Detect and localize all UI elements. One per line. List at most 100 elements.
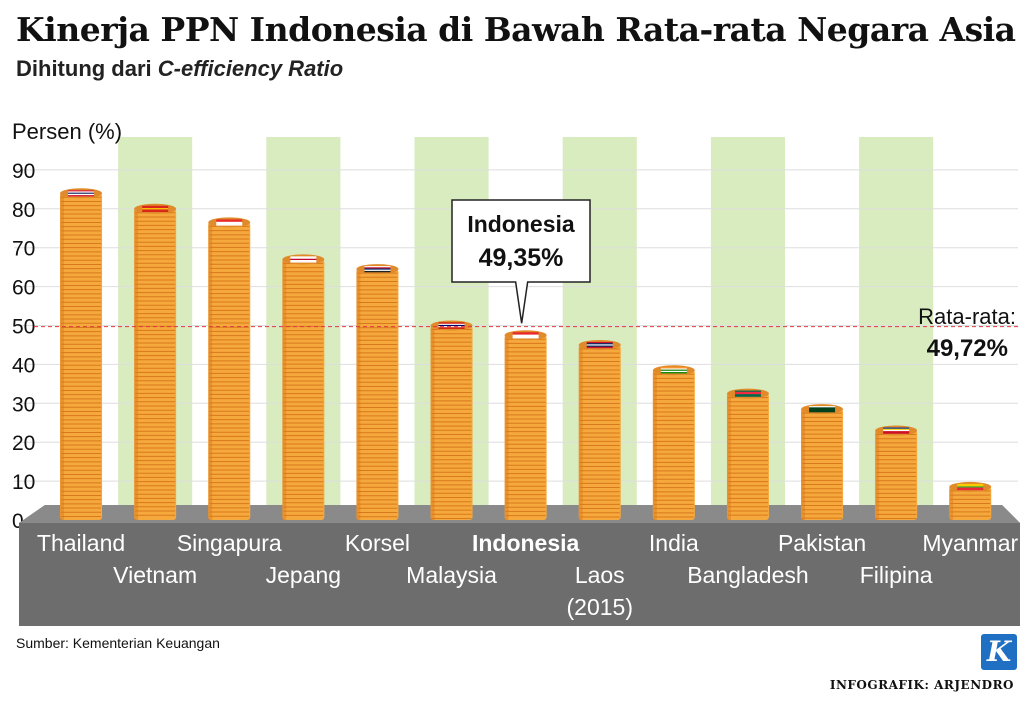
y-tick-label: 90	[12, 160, 35, 183]
y-tick-label: 40	[12, 354, 35, 377]
coin-shade	[949, 486, 954, 520]
y-axis-label: Persen (%)	[12, 119, 122, 144]
flag-stripe	[809, 406, 836, 408]
flag-stripe	[809, 407, 836, 409]
flag-stripe	[512, 335, 539, 338]
flag-stripe	[957, 486, 984, 488]
flag-india-icon	[660, 367, 687, 374]
average-value: 49,72%	[927, 335, 1008, 362]
flag-stripe	[216, 220, 243, 223]
highlight-name: Indonesia	[467, 211, 575, 237]
flag-stripe	[586, 346, 613, 349]
coin-shade	[504, 335, 509, 520]
flag-stripe	[364, 269, 391, 272]
x-tick-label: Myanmar	[922, 530, 1018, 556]
flag-stripe	[438, 327, 465, 329]
bar-thailand	[60, 188, 103, 521]
coin-shade	[60, 193, 65, 521]
bar-jepang	[282, 254, 325, 520]
highlight-value: 49,35%	[479, 244, 564, 272]
flag-stripe	[438, 324, 465, 327]
bar-bangladesh	[726, 388, 769, 520]
flag-stripe	[216, 223, 243, 225]
x-tick-label: Korsel	[345, 530, 410, 556]
flag-stripe	[216, 221, 243, 224]
x-tick-label: Indonesia	[472, 530, 580, 556]
y-tick-label: 0	[12, 510, 24, 533]
chart-title: Kinerja PPN Indonesia di Bawah Rata-rata…	[16, 10, 1016, 49]
flag-pakistan-icon	[809, 406, 836, 413]
flag-stripe	[216, 224, 243, 226]
flag-stripe	[290, 258, 317, 261]
flag-stripe	[586, 343, 613, 345]
flag-stripe	[290, 256, 317, 258]
flag-stripe	[883, 428, 910, 431]
flag-stripe	[438, 323, 465, 326]
subtitle-emphasis: C-efficiency Ratio	[157, 56, 344, 81]
flag-stripe	[734, 390, 761, 392]
flag-stripe	[512, 334, 539, 337]
y-tick-label: 60	[12, 277, 35, 300]
coin-stack	[430, 325, 473, 520]
coin-shade	[652, 370, 657, 520]
publisher-logo: K	[981, 634, 1017, 670]
flag-stripe	[660, 369, 687, 372]
flag-stripe	[290, 259, 317, 262]
bar-myanmar	[949, 481, 992, 520]
flag-stripe	[512, 337, 539, 339]
flag-stripe	[883, 429, 910, 432]
x-tick-label: Jepang	[266, 562, 341, 588]
flag-stripe	[512, 333, 539, 335]
bar-laos-2015	[578, 339, 621, 520]
bar-malaysia	[430, 320, 473, 520]
flag-stripe	[68, 195, 95, 197]
highlight-callout	[451, 199, 591, 324]
flag-stripe	[660, 372, 687, 374]
flag-stripe	[364, 267, 391, 269]
x-tick-label: Laos	[575, 562, 625, 588]
bar-india	[652, 365, 695, 520]
coin-stack	[801, 409, 844, 520]
flag-stripe	[809, 409, 836, 412]
flag-stripe	[957, 487, 984, 489]
coin-stack	[652, 370, 695, 520]
coin-shade	[282, 259, 287, 520]
average-label: Rata-rata:	[918, 304, 1016, 329]
flag-stripe	[734, 391, 761, 394]
flag-stripe	[290, 257, 317, 259]
bar-indonesia	[504, 330, 547, 520]
flag-thailand-icon	[68, 190, 95, 197]
x-tick-label: Filipina	[860, 562, 933, 588]
flag-singapore-icon	[216, 219, 243, 226]
x-tick-label: Pakistan	[778, 530, 866, 556]
coin-shade	[208, 222, 213, 521]
x-tick-label: Thailand	[37, 530, 125, 556]
coin-stack	[208, 222, 251, 521]
flag-stripe	[734, 392, 761, 395]
flag-stripe	[68, 190, 95, 192]
flag-stripe	[586, 345, 613, 347]
coin-shade	[801, 409, 806, 520]
flag-stripe	[734, 394, 761, 396]
coin-shade	[875, 430, 880, 520]
flag-stripe	[809, 410, 836, 413]
y-tick-label: 20	[12, 432, 35, 455]
coin-shade	[430, 325, 435, 520]
flag-stripe	[290, 261, 317, 263]
flag-stripe	[68, 192, 95, 195]
flag-laos-icon	[586, 341, 613, 349]
flag-stripe	[216, 219, 243, 221]
flag-stripe	[142, 210, 169, 212]
bar-filipina	[875, 425, 918, 520]
y-tick-label: 30	[12, 393, 35, 416]
source-note: Sumber: Kementerian Keuangan	[16, 635, 220, 651]
flag-stripe	[438, 326, 465, 328]
flag-stripe	[660, 370, 687, 373]
flag-malaysia-icon	[438, 322, 465, 329]
y-tick-label: 50	[12, 316, 35, 339]
flag-stripe	[142, 207, 169, 209]
flag-indonesia-icon	[512, 332, 539, 339]
bar-vietnam	[134, 203, 177, 521]
coin-shade	[726, 393, 731, 520]
